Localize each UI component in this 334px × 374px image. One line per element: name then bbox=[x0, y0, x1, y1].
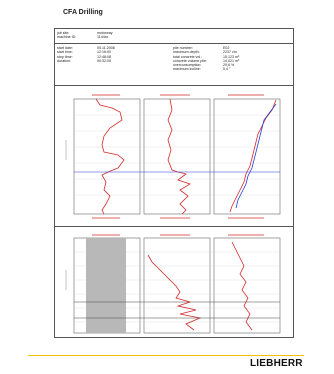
site-label: job site: bbox=[57, 31, 70, 35]
overconsumption-label: overconsumption: bbox=[173, 63, 202, 68]
upper-plot-1 bbox=[73, 98, 141, 215]
header-divider-1 bbox=[54, 43, 294, 44]
plot-headers bbox=[92, 94, 264, 236]
liebherr-logo: LIEBHERR bbox=[250, 358, 303, 369]
time-info: start date: 05.11.2008 start time: 12:16:0… bbox=[57, 46, 115, 63]
pile-volume-value: 14,021 m³ bbox=[223, 58, 240, 63]
machine-value: 1144xx bbox=[97, 35, 109, 40]
report-title: CFA Drilling bbox=[63, 9, 103, 16]
total-volume-value: 15,123 m³ bbox=[223, 54, 240, 59]
max-depth-row: maximum depth: 2237 cm bbox=[173, 50, 239, 54]
footer-accent-line bbox=[28, 355, 304, 356]
lower-fill-column bbox=[86, 238, 126, 333]
max-depth-value: 2237 cm bbox=[223, 50, 237, 55]
start-date-label: start date: bbox=[57, 46, 73, 50]
start-time-row: start time: 12:16:00 bbox=[57, 50, 115, 54]
site-row: job site: motorway bbox=[57, 31, 113, 35]
total-volume-row: total concrete vol.: 15,123 m³ bbox=[173, 55, 239, 59]
report-frame bbox=[54, 28, 294, 338]
duration-label: duration: bbox=[57, 58, 71, 63]
trace-upper-3-blue bbox=[235, 103, 277, 209]
stop-time-value: 12:48:08 bbox=[97, 54, 111, 59]
incline-value: 0,4 ° bbox=[223, 67, 231, 72]
lower-plot-2 bbox=[143, 237, 211, 334]
incline-label: maximum incline: bbox=[173, 67, 201, 72]
start-date-row: start date: 05.11.2008 bbox=[57, 46, 115, 50]
start-date-value: 05.11.2008 bbox=[97, 46, 115, 50]
stop-time-row: stop time: 12:48:08 bbox=[57, 55, 115, 59]
start-time-label: start time: bbox=[57, 50, 73, 55]
stop-time-label: stop time: bbox=[57, 54, 73, 59]
site-info: job site: motorway machine ID: 1144xx bbox=[57, 31, 113, 40]
pile-volume-row: concrete volume pile: 14,021 m³ bbox=[173, 59, 239, 63]
machine-label: machine ID: bbox=[57, 35, 77, 40]
trace-upper-1 bbox=[95, 98, 125, 215]
overconsumption-row: overconsumption: 29,6 % bbox=[173, 63, 239, 67]
duration-row: duration: 00:32:00 bbox=[57, 59, 115, 63]
machine-row: machine ID: 1144xx bbox=[57, 35, 113, 39]
pile-number-row: pile number: E02 bbox=[173, 46, 239, 50]
trace-upper-2 bbox=[167, 98, 191, 215]
site-value: motorway bbox=[97, 31, 113, 35]
overconsumption-value: 29,6 % bbox=[223, 63, 235, 68]
trace-lower-2 bbox=[147, 254, 202, 331]
max-depth-label: maximum depth: bbox=[173, 50, 200, 55]
upper-plot-3 bbox=[213, 98, 281, 215]
pile-number-label: pile number: bbox=[173, 46, 193, 50]
total-volume-label: total concrete vol.: bbox=[173, 54, 203, 59]
header-divider-2 bbox=[54, 85, 294, 86]
upper-plots bbox=[73, 98, 281, 334]
duration-value: 00:32:00 bbox=[97, 58, 111, 63]
pile-number-value: E02 bbox=[223, 46, 230, 50]
chart-divider bbox=[54, 226, 294, 227]
start-time-value: 12:16:00 bbox=[97, 50, 111, 55]
trace-upper-3 bbox=[229, 99, 277, 213]
upper-plot-2 bbox=[143, 98, 211, 215]
incline-row: maximum incline: 0,4 ° bbox=[173, 67, 239, 71]
pile-volume-label: concrete volume pile: bbox=[173, 58, 207, 63]
trace-lower-3 bbox=[231, 241, 253, 331]
pile-info: pile number: E02 maximum depth: 2237 cm to… bbox=[173, 46, 239, 72]
lower-plot-3 bbox=[213, 237, 281, 334]
